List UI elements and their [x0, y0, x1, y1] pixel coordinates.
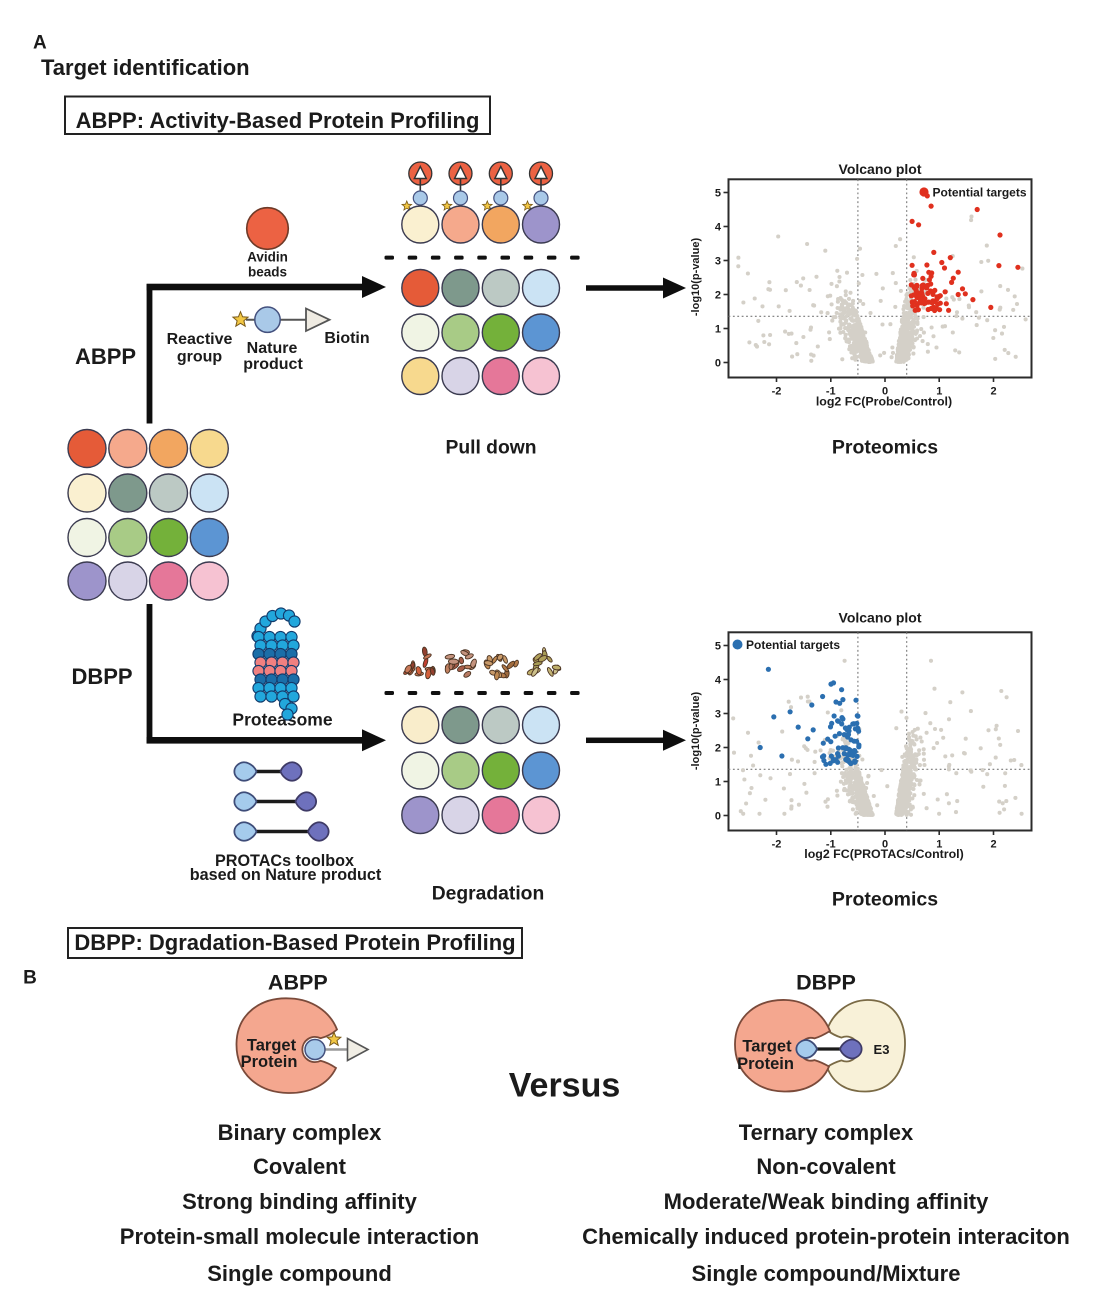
- svg-text:E3: E3: [874, 1042, 890, 1057]
- svg-text:Protein: Protein: [737, 1055, 794, 1073]
- svg-text:-1: -1: [826, 386, 836, 398]
- svg-text:ABPP: ABPP: [75, 344, 136, 369]
- svg-text:2: 2: [990, 386, 996, 398]
- svg-text:Reactive: Reactive: [167, 331, 233, 348]
- svg-text:Binary complex: Binary complex: [218, 1120, 383, 1145]
- svg-text:3: 3: [715, 256, 721, 268]
- svg-text:Potential targets: Potential targets: [746, 638, 840, 652]
- svg-text:Degradation: Degradation: [432, 884, 545, 905]
- svg-text:Chemically induced protein-pro: Chemically induced protein-protein inter…: [582, 1224, 1070, 1249]
- svg-text:Biotin: Biotin: [324, 330, 369, 347]
- svg-text:0: 0: [882, 386, 888, 398]
- svg-text:4: 4: [715, 222, 722, 234]
- svg-text:Covalent: Covalent: [253, 1154, 347, 1179]
- svg-text:2: 2: [715, 743, 721, 755]
- svg-text:beads: beads: [248, 265, 287, 280]
- svg-text:Ternary complex: Ternary complex: [739, 1120, 914, 1145]
- svg-text:Potential targets: Potential targets: [933, 186, 1027, 200]
- svg-text:Pull down: Pull down: [445, 438, 536, 459]
- svg-text:B: B: [23, 968, 37, 989]
- svg-text:1: 1: [715, 777, 721, 789]
- svg-text:5: 5: [715, 641, 721, 653]
- svg-text:-1: -1: [826, 839, 836, 851]
- svg-text:1: 1: [715, 324, 721, 336]
- svg-text:Protein: Protein: [241, 1053, 298, 1071]
- svg-text:Proteasome: Proteasome: [232, 710, 332, 730]
- svg-text:ABPP: ABPP: [268, 971, 328, 995]
- svg-text:-log10(p-value): -log10(p-value): [690, 238, 702, 317]
- svg-text:Target identification: Target identification: [41, 55, 250, 80]
- svg-text:group: group: [177, 349, 223, 366]
- svg-text:Strong binding affinity: Strong binding affinity: [182, 1189, 417, 1214]
- svg-text:1: 1: [936, 839, 942, 851]
- svg-text:Proteomics: Proteomics: [832, 889, 938, 911]
- svg-text:Nature: Nature: [247, 340, 298, 357]
- svg-text:-log10(p-value): -log10(p-value): [690, 692, 702, 771]
- svg-text:2: 2: [715, 290, 721, 302]
- svg-text:Volcano plot: Volcano plot: [839, 161, 922, 177]
- svg-text:Target: Target: [247, 1037, 297, 1055]
- svg-text:Protein-small molecule interac: Protein-small molecule interaction: [120, 1224, 479, 1249]
- svg-text:Moderate/Weak binding affinity: Moderate/Weak binding affinity: [664, 1189, 990, 1214]
- svg-text:log2 FC(Probe/Control): log2 FC(Probe/Control): [816, 395, 952, 409]
- svg-text:Single compound: Single compound: [207, 1261, 392, 1286]
- svg-text:log2 FC(PROTACs/Control): log2 FC(PROTACs/Control): [804, 847, 963, 861]
- svg-text:0: 0: [715, 358, 721, 370]
- svg-text:1: 1: [936, 386, 942, 398]
- svg-text:product: product: [243, 356, 303, 373]
- svg-text:4: 4: [715, 675, 722, 687]
- svg-text:5: 5: [715, 188, 721, 200]
- svg-text:ABPP: Activity-Based Protein P: ABPP: Activity-Based Protein Profiling: [76, 108, 480, 133]
- svg-text:2: 2: [990, 839, 996, 851]
- svg-text:-2: -2: [772, 386, 782, 398]
- svg-text:PROTACs toolbox: PROTACs toolbox: [215, 852, 354, 870]
- svg-text:0: 0: [715, 811, 721, 823]
- svg-text:A: A: [33, 33, 47, 54]
- svg-text:DBPP: Dgradation-Based Protein: DBPP: Dgradation-Based Protein Profiling: [74, 930, 515, 955]
- svg-text:0: 0: [882, 839, 888, 851]
- svg-text:DBPP: DBPP: [796, 971, 856, 995]
- svg-text:Avidin: Avidin: [247, 250, 288, 265]
- svg-text:Single compound/Mixture: Single compound/Mixture: [692, 1261, 961, 1286]
- svg-text:Non-covalent: Non-covalent: [756, 1154, 896, 1179]
- svg-text:Target: Target: [742, 1038, 792, 1056]
- svg-text:Proteomics: Proteomics: [832, 437, 938, 459]
- svg-text:DBPP: DBPP: [71, 664, 132, 689]
- svg-text:-2: -2: [772, 839, 782, 851]
- svg-text:3: 3: [715, 709, 721, 721]
- svg-text:Versus: Versus: [509, 1067, 621, 1105]
- svg-text:based on Nature product: based on Nature product: [190, 866, 382, 884]
- svg-text:Volcano plot: Volcano plot: [839, 610, 922, 626]
